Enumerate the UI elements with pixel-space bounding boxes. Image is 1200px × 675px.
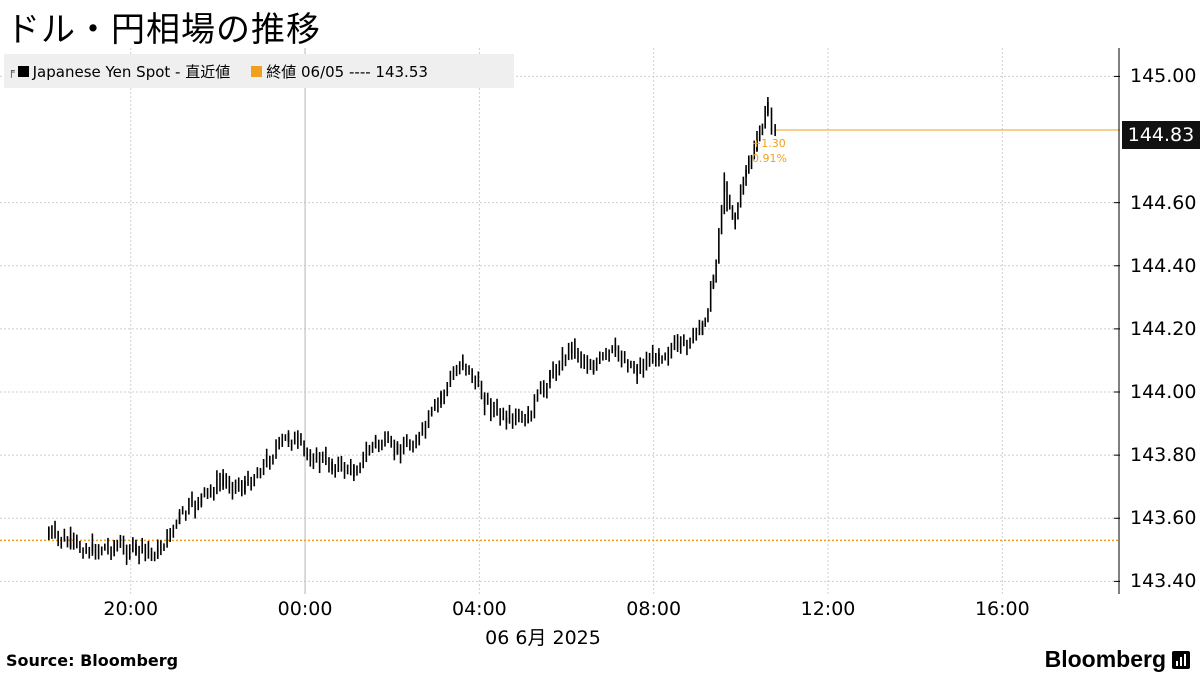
y-tick-label: 143.40 xyxy=(1130,570,1197,593)
x-tick-label: 04:00 xyxy=(451,598,507,620)
legend-close-label: 終値 06/05 ---- 143.53 xyxy=(266,62,428,81)
x-tick-label: 08:00 xyxy=(626,598,682,620)
source-note: Source: Bloomberg xyxy=(6,651,179,670)
x-axis-date-label: 06 6月 2025 xyxy=(485,627,601,649)
y-tick-label: 145.00 xyxy=(1130,65,1197,88)
brand-name: Bloomberg xyxy=(1044,646,1166,672)
chart-title: ドル・円相場の推移 xyxy=(6,10,321,50)
chart-plot-area xyxy=(0,48,1120,594)
x-tick-label: 12:00 xyxy=(800,598,856,620)
x-tick-label: 20:00 xyxy=(103,598,159,620)
y-tick-label: 144.40 xyxy=(1130,254,1197,277)
legend-grip-icon: ╒ xyxy=(8,64,15,78)
chart-legend: ╒ Japanese Yen Spot - 直近値 終値 06/05 ---- … xyxy=(4,54,514,88)
legend-swatch-close xyxy=(251,65,263,77)
bloomberg-terminal-icon xyxy=(1172,650,1190,669)
x-tick-label: 16:00 xyxy=(974,598,1030,620)
brand-logo: Bloomberg xyxy=(1045,646,1190,673)
legend-item-series: Japanese Yen Spot - 直近値 xyxy=(15,61,231,82)
y-tick-label: 144.20 xyxy=(1130,317,1197,340)
change-percent: 0.91% xyxy=(752,152,787,165)
last-value-badge: 144.83 xyxy=(1122,121,1200,149)
legend-item-close: 終値 06/05 ---- 143.53 xyxy=(248,61,428,82)
y-tick-label: 143.80 xyxy=(1130,444,1197,467)
legend-swatch-series xyxy=(17,65,29,77)
y-tick-label: 144.00 xyxy=(1130,381,1197,403)
y-tick-label: 144.60 xyxy=(1130,191,1197,214)
change-absolute: +1.30 xyxy=(752,137,786,150)
y-tick-label: 143.60 xyxy=(1130,507,1197,530)
x-tick-label: 00:00 xyxy=(277,598,333,620)
legend-series-label: Japanese Yen Spot - 直近値 xyxy=(32,62,231,81)
